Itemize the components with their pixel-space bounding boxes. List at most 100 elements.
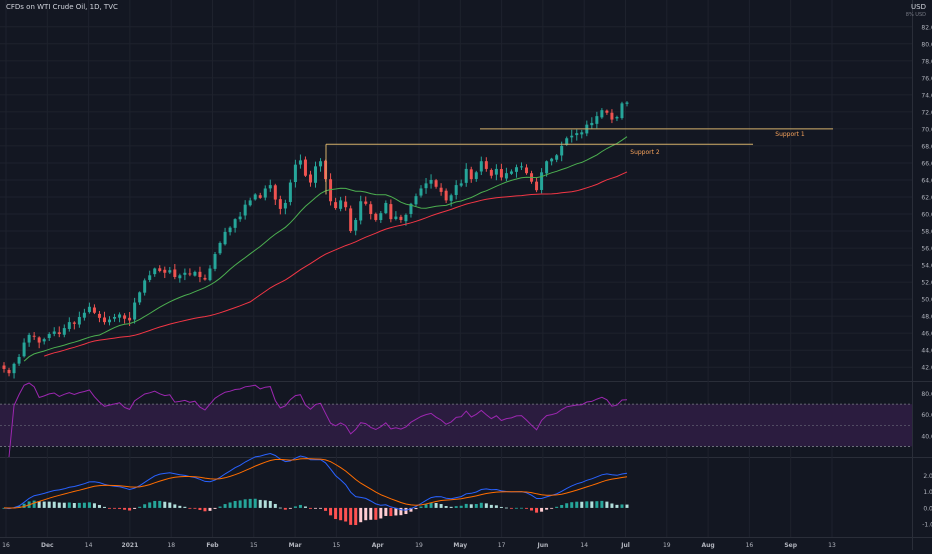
candle-body — [610, 112, 614, 120]
macd-histogram-bar — [258, 499, 262, 508]
macd-histogram-bar — [449, 506, 453, 508]
macd-histogram-bar — [349, 507, 353, 525]
macd-histogram-bar — [469, 504, 473, 508]
macd-histogram-bar — [22, 503, 26, 508]
time-tick-label: 2021 — [122, 542, 139, 549]
macd-histogram-bar — [334, 507, 338, 520]
candle-body — [504, 173, 508, 179]
macd-histogram-bar — [504, 507, 508, 509]
time-tick-label: Jun — [537, 542, 549, 549]
macd-histogram-bar — [550, 507, 554, 509]
macd-histogram-bar — [263, 500, 267, 508]
candle-body — [354, 219, 358, 231]
candle-body — [329, 179, 333, 202]
candle-body — [414, 196, 418, 205]
macd-tick-label: -1.00 — [922, 522, 932, 529]
candle-body — [198, 271, 202, 278]
macd-histogram-bar — [133, 507, 137, 509]
price-tick-label: 64.00 — [921, 177, 932, 184]
macd-line — [3, 452, 628, 511]
macd-tick-label: 0.00 — [923, 505, 932, 512]
macd-histogram-bar — [92, 503, 96, 508]
price-tick-label: 54.00 — [921, 263, 932, 270]
candle-body — [615, 116, 619, 119]
candle-body — [339, 200, 343, 209]
candle-body — [42, 339, 46, 342]
candle-body — [273, 185, 277, 200]
candle-body — [72, 322, 76, 324]
macd-histogram-bar — [218, 506, 222, 508]
price-tick-label: 70.00 — [921, 126, 932, 133]
candle-body — [595, 116, 599, 124]
candle-body — [494, 168, 498, 175]
candle-body — [283, 202, 287, 209]
candle-body — [424, 183, 428, 189]
macd-histogram-bar — [540, 507, 544, 512]
time-tick-label: Mar — [289, 542, 302, 549]
candle-body — [419, 188, 423, 196]
macd-histogram-bar — [404, 507, 408, 515]
macd-histogram-bar — [268, 500, 272, 508]
candle-body — [620, 103, 624, 119]
candle-body — [334, 202, 338, 209]
macd-histogram-bar — [369, 507, 373, 520]
price-tick-label: 46.00 — [921, 331, 932, 338]
price-tick-label: 78.00 — [921, 58, 932, 65]
candle-body — [228, 227, 232, 233]
macd-histogram-bar — [72, 502, 76, 508]
macd-histogram-bar — [203, 507, 207, 512]
candle-body — [138, 292, 142, 303]
candle-body — [178, 275, 182, 279]
candle-body — [535, 181, 539, 191]
candle-body — [7, 369, 11, 374]
candle-body — [77, 317, 81, 325]
candle-body — [17, 357, 21, 364]
macd-tick-label: 2.00 — [923, 473, 932, 480]
candle-body — [293, 164, 297, 183]
candle-body — [575, 133, 579, 136]
price-tick-label: 62.00 — [921, 195, 932, 202]
macd-histogram-bar — [379, 507, 383, 519]
time-tick-label: Apr — [372, 542, 384, 549]
macd-histogram-bar — [208, 507, 212, 511]
macd-histogram-bar — [47, 501, 51, 508]
candle-body — [32, 335, 36, 337]
price-tick-label: 60.00 — [921, 212, 932, 219]
macd-histogram-bar — [555, 506, 559, 508]
candle-body — [454, 185, 458, 195]
candle-body — [208, 268, 212, 281]
macd-histogram-bar — [102, 506, 106, 508]
rsi-tick-label: 60.00 — [921, 412, 932, 419]
rsi-tick-label: 80.00 — [921, 391, 932, 398]
macd-histogram-bar — [474, 504, 478, 508]
macd-histogram-bar — [600, 500, 604, 508]
support-2-label: Support 2 — [630, 149, 660, 156]
macd-histogram-bar — [319, 507, 323, 509]
macd-histogram-bar — [178, 505, 182, 508]
macd-histogram-bar — [42, 501, 46, 508]
candle-body — [248, 200, 252, 206]
candle-body — [434, 180, 438, 187]
candle-body — [183, 272, 187, 275]
macd-histogram-bar — [128, 507, 132, 511]
macd-histogram-bar — [530, 507, 534, 511]
candle-body — [555, 155, 559, 160]
candle-body — [163, 269, 167, 273]
macd-histogram-bar — [479, 502, 483, 508]
macd-histogram-bar — [118, 507, 122, 509]
candle-body — [580, 132, 584, 135]
macd-histogram-bar — [565, 503, 569, 508]
candle-body — [52, 331, 56, 334]
candle-body — [97, 313, 101, 318]
candle-body — [92, 307, 96, 313]
price-tick-label: 58.00 — [921, 229, 932, 236]
macd-histogram-bar — [308, 507, 312, 509]
price-tick-label: 48.00 — [921, 314, 932, 321]
macd-histogram-bar — [198, 507, 202, 510]
macd-histogram-bar — [409, 507, 413, 512]
macd-histogram-bar — [278, 507, 282, 509]
candle-body — [268, 185, 272, 189]
macd-histogram-bar — [233, 500, 237, 508]
